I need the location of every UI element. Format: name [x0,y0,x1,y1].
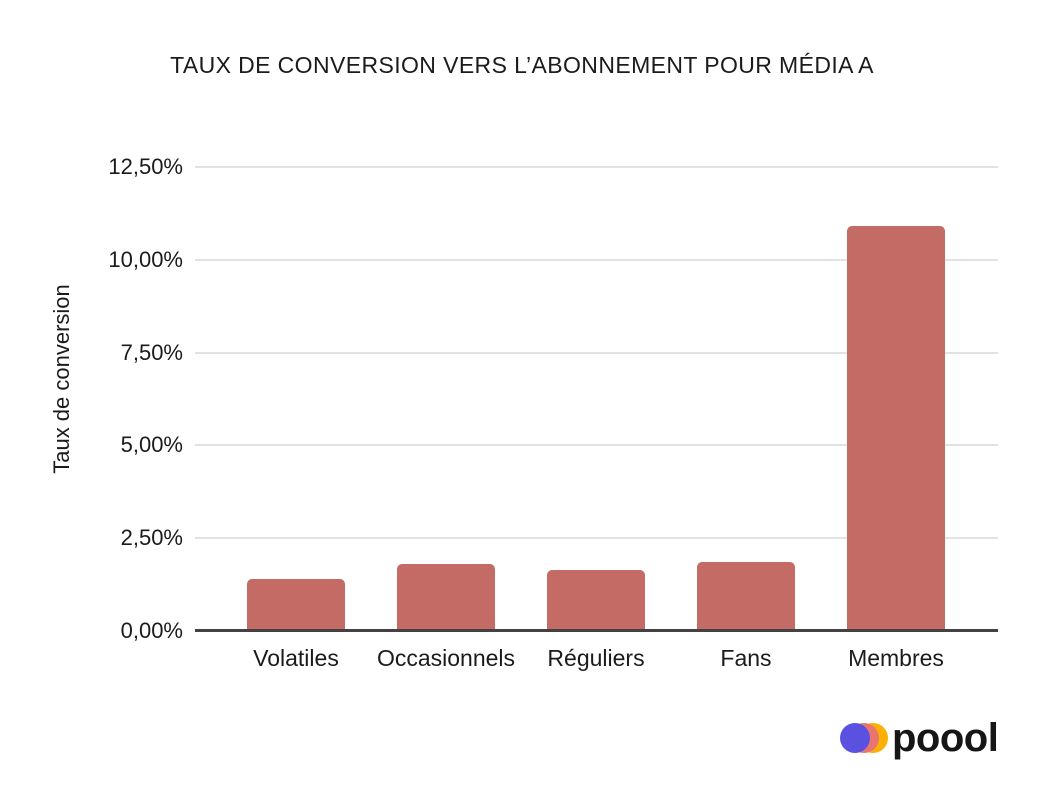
plot-area: Volatiles Occasionnels Réguliers Fans Membre… [195,166,998,671]
poool-logo: poool [840,716,999,760]
y-tick-label: 2,50% [120,525,183,551]
x-tick-label-reguliers: Réguliers [547,645,645,671]
x-tick-label-occasionnels: Occasionnels [376,645,516,671]
x-tick-label-membres: Membres [848,645,944,671]
bar-volatiles [247,579,345,631]
x-tick-label-volatiles: Volatiles [253,645,339,671]
y-tick-label: 5,00% [120,432,183,458]
bar-fans [697,562,795,631]
bar-reguliers [547,569,645,631]
gridline [195,258,998,261]
bar-membres [847,226,945,631]
gridline [195,537,998,540]
gridline [195,166,998,168]
x-axis-line [195,629,998,632]
bar-occasionnels [397,564,495,631]
logo-circle-blue-icon [840,723,870,753]
x-tick-label-fans: Fans [720,645,772,671]
gridline [195,444,998,447]
y-tick-label: 0,00% [120,618,183,643]
y-tick-label: 10,00% [108,246,183,272]
chart-title: TAUX DE CONVERSION VERS L’ABONNEMENT POU… [170,52,874,78]
y-tick-label: 12,50% [108,154,183,179]
poool-logo-text: poool [892,716,999,760]
poool-logo-mark-icon [840,716,888,760]
gridline [195,351,998,354]
y-tick-label: 7,50% [120,339,183,365]
